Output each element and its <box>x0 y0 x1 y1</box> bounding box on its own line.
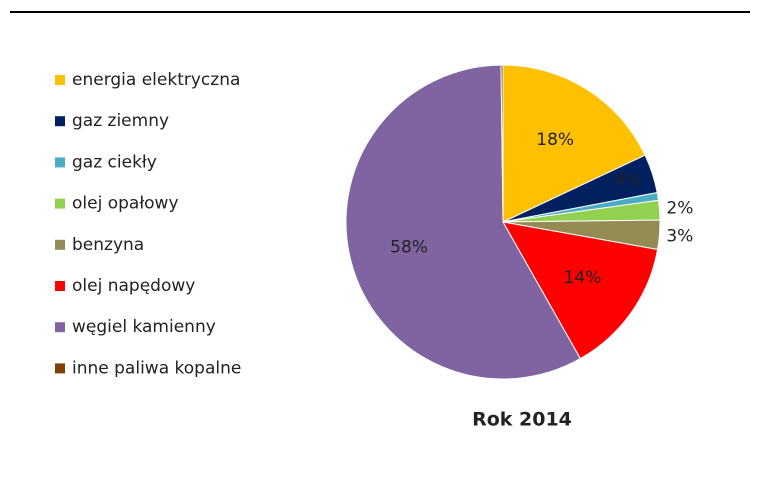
legend-label: energia elektryczna <box>72 70 240 90</box>
legend-label: inne paliwa kopalne <box>72 358 241 378</box>
chart-title: Rok 2014 <box>472 409 572 431</box>
pie-slice <box>502 221 659 360</box>
legend-swatch <box>55 281 65 291</box>
legend-label: olej napędowy <box>72 276 195 296</box>
legend-swatch <box>55 75 65 85</box>
legend-swatch <box>55 363 65 374</box>
data-label: 2% <box>666 199 693 219</box>
legend-label: benzyna <box>72 235 144 255</box>
legend-swatch <box>55 116 65 127</box>
pie-slice <box>345 64 582 380</box>
legend-label: olej opałowy <box>72 194 179 214</box>
pie-slice <box>502 64 646 223</box>
legend-swatch <box>55 322 65 333</box>
data-label: 4% <box>615 171 642 191</box>
legend-label: gaz ciekły <box>72 152 157 172</box>
legend-swatch <box>55 239 65 250</box>
legend-swatch <box>55 198 65 209</box>
legend-label: węgiel kamienny <box>72 317 216 337</box>
legend-swatch <box>55 157 65 168</box>
legend-label: gaz ziemny <box>72 111 169 131</box>
data-label: 3% <box>666 226 693 246</box>
data-label: 18% <box>536 130 574 150</box>
data-label: 14% <box>564 268 602 288</box>
pie-slice <box>500 64 504 223</box>
data-label: 58% <box>390 237 428 257</box>
